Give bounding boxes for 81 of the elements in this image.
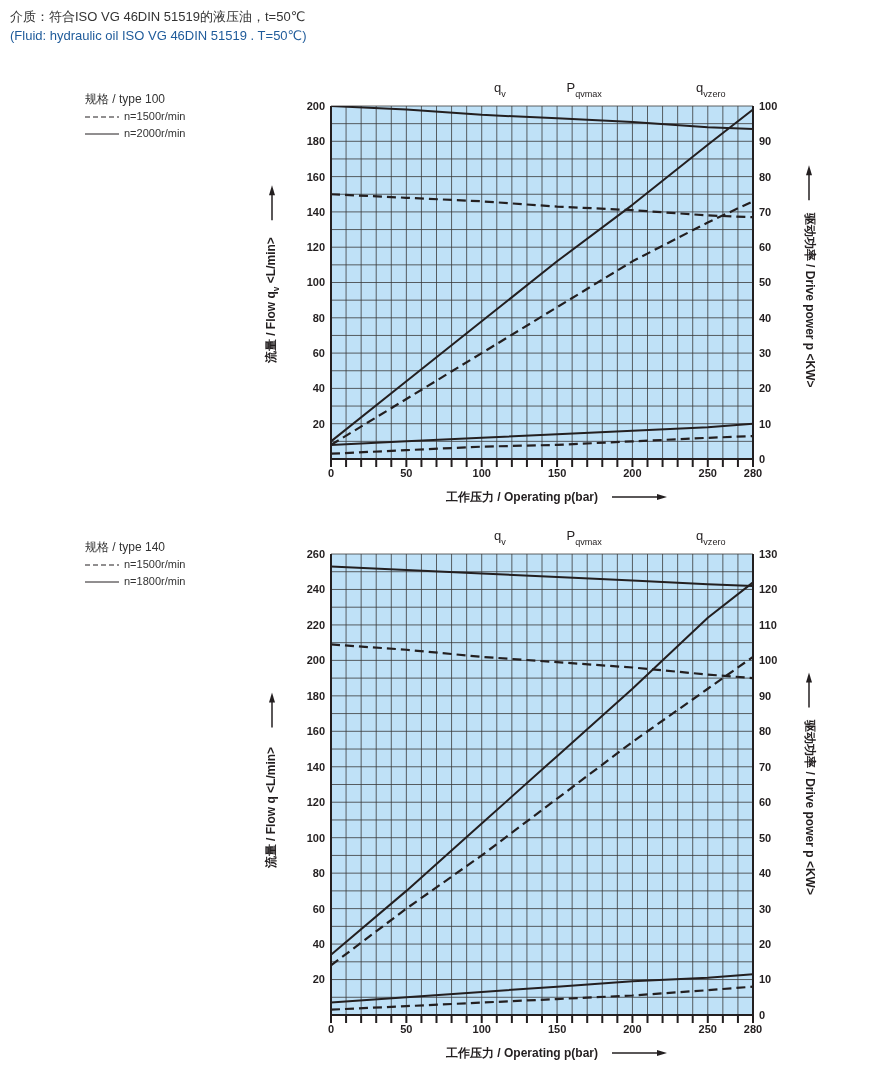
legend-title: 规格 / type 140 [85,539,167,556]
y2-tick-label: 10 [759,417,772,430]
y-tick-label: 100 [306,276,325,289]
y2-tick-label: 50 [759,831,772,844]
y2-tick-label: 30 [759,902,772,915]
x-axis-title: 工作压力 / Operating p(bar) [444,490,599,504]
y2-tick-label: 20 [759,382,772,395]
y2-axis-title: 驱动功率 / Drive power p <KW> [802,719,817,895]
x-tick-label: 250 [698,1022,717,1035]
y-tick-label: 140 [306,205,325,218]
x-tick-label: 150 [547,1022,567,1035]
x-tick-label: 100 [472,466,491,479]
x-tick-label: 280 [743,1022,763,1035]
y-tick-label: 40 [312,382,325,395]
x-tick-label: 0 [327,466,335,479]
y2-tick-label: 60 [759,241,772,254]
text: (Fluid: hydraulic oil ISO VG 46DIN 51519 . T=50℃) [10,28,307,43]
y2-tick-label: 10 [759,973,772,986]
text: q$_{vzero}$ [696,80,726,99]
y-tick-label: 180 [306,135,325,148]
y2-tick-label: 70 [759,760,772,773]
x-tick-label: 280 [743,466,763,479]
y-tick-label: 80 [312,311,325,324]
y2-tick-label: 80 [759,170,772,183]
y2-axis-title: 驱动功率 / Drive power p <KW> [802,211,817,388]
y2-tick-label: 70 [759,205,772,218]
y2-tick-label: 30 [759,347,772,360]
y-tick-label: 60 [312,347,325,360]
x-tick-label: 150 [547,466,567,479]
y-tick-label: 80 [312,867,325,880]
y-tick-label: 160 [306,170,325,183]
y2-tick-label: 0 [759,1008,766,1021]
x-tick-label: 200 [623,466,642,479]
legend-label: n=1800r/min [124,574,186,589]
x-tick-label: 250 [698,466,717,479]
y-tick-label: 200 [306,99,325,112]
y-tick-label: 120 [306,796,325,809]
y2-tick-label: 130 [759,547,778,560]
legend-label: n=2000r/min [124,126,186,141]
y-tick-label: 60 [312,902,325,915]
x-tick-label: 100 [472,1022,491,1035]
x-tick-label: 50 [400,466,413,479]
y2-tick-label: 110 [759,618,777,631]
y-tick-label: 120 [306,241,325,254]
y-tick-label: 240 [306,583,325,596]
x-axis-title: 工作压力 / Operating p(bar) [444,1046,599,1060]
legend-label: n=1500r/min [124,109,186,124]
x-tick-label: 200 [623,1022,642,1035]
text: 介质：符合ISO VG 46DIN 51519的液压油，t=50℃ [10,8,306,26]
y2-tick-label: 90 [759,689,772,702]
y-tick-label: 140 [306,760,325,773]
text: q$_{v}$ [493,80,507,99]
y-tick-label: 260 [306,547,325,560]
legend-title: 规格 / type 100 [85,91,167,108]
x-tick-label: 50 [400,1022,413,1035]
y-tick-label: 100 [306,831,325,844]
y-tick-label: 20 [312,417,325,430]
y-tick-label: 20 [312,973,325,986]
text: q$_{v}$ [493,528,507,547]
text: q$_{vzero}$ [696,528,726,547]
y2-tick-label: 20 [759,937,772,950]
x-tick-label: 0 [327,1022,335,1035]
text: P$_{qvmax}$ [566,528,603,547]
text: P$_{qvmax}$ [566,80,603,99]
y-tick-label: 180 [306,689,325,702]
y2-tick-label: 40 [759,311,772,324]
y2-tick-label: 80 [759,725,772,738]
y2-tick-label: 60 [759,796,772,809]
y2-tick-label: 120 [759,583,778,596]
y2-tick-label: 50 [759,276,772,289]
y-axis-title: 流量 / Flow q <L/min> [264,746,279,870]
y2-tick-label: 100 [759,654,778,667]
y2-tick-label: 40 [759,867,772,880]
y2-tick-label: 0 [759,452,766,465]
legend-label: n=1500r/min [124,557,186,572]
y-tick-label: 40 [312,937,325,950]
y2-tick-label: 100 [759,99,778,112]
y-tick-label: 220 [306,618,325,631]
y-tick-label: 200 [306,654,325,667]
y-tick-label: 160 [306,725,325,738]
y2-tick-label: 90 [759,135,772,148]
